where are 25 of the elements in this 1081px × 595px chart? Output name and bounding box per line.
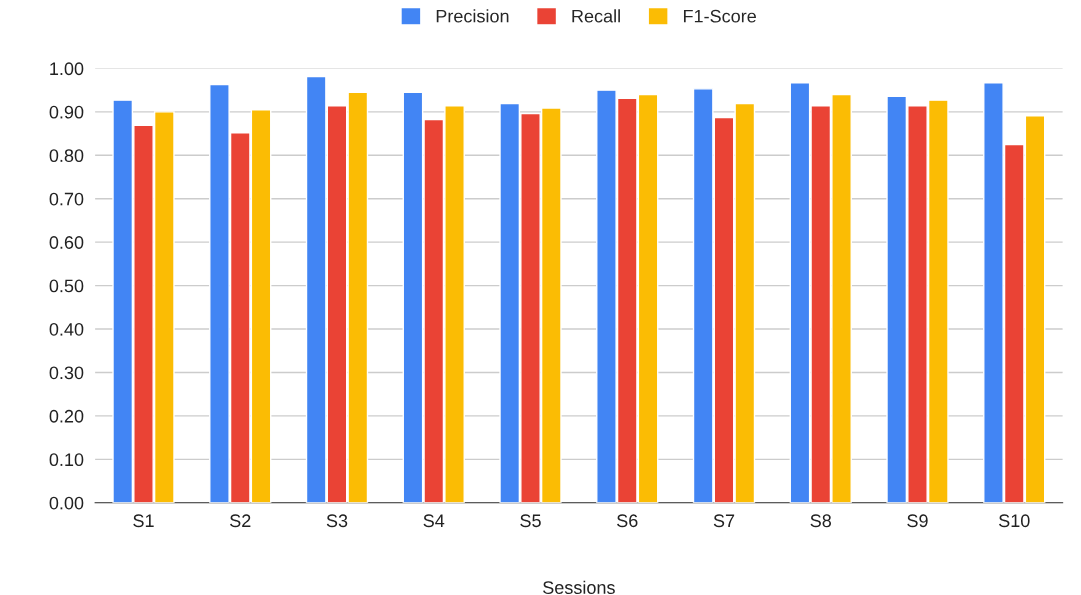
x-tick-label: S2: [230, 514, 251, 528]
y-tick-label: 0.30: [49, 366, 84, 380]
y-tick-label: 0.50: [49, 279, 84, 293]
x-tick-label: S9: [907, 514, 928, 528]
x-axis-title: Sessions: [543, 580, 615, 594]
y-tick-label: 0.00: [49, 496, 84, 510]
y-tick-label: 0.90: [49, 105, 84, 119]
x-tick-label: S7: [713, 514, 735, 528]
y-tick-label: 0.10: [49, 453, 84, 467]
x-tick-label: S8: [810, 514, 832, 528]
x-tick-label: S4: [423, 514, 445, 528]
y-tick-label: 0.70: [49, 192, 84, 206]
y-tick-label: 0.20: [49, 409, 84, 423]
legend-label: F1-Score: [683, 9, 756, 23]
x-tick-label: S1: [133, 514, 154, 528]
legend-label: Recall: [572, 9, 620, 23]
y-tick-label: 0.40: [49, 322, 84, 336]
y-tick-label: 0.60: [49, 236, 84, 249]
x-tick-label: S6: [617, 514, 638, 528]
x-tick-label: S10: [999, 514, 1030, 528]
x-tick-label: S5: [520, 514, 541, 528]
y-tick-label: 0.80: [49, 149, 84, 163]
x-tick-label: S3: [326, 514, 348, 528]
y-tick-label: 1.00: [50, 62, 84, 76]
legend-label: Precision: [436, 9, 509, 23]
